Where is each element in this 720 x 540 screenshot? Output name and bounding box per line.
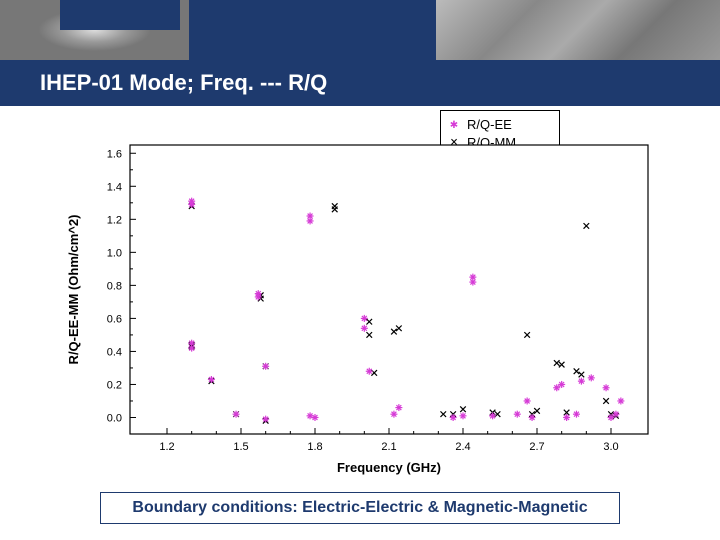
accent-block — [60, 0, 180, 30]
svg-text:1.6: 1.6 — [107, 148, 122, 160]
svg-text:3.0: 3.0 — [603, 441, 618, 453]
svg-text:Frequency (GHz): Frequency (GHz) — [337, 460, 441, 475]
svg-text:1.0: 1.0 — [107, 247, 122, 259]
chart-svg: 1.2 1.5 1.8 2.1 2.4 2.7 3.0 0.0 0.2 0.4 0.6 0.8 1.0 1… — [60, 120, 660, 480]
slide-title: IHEP-01 Mode; Freq. --- R/Q — [40, 70, 327, 96]
title-bar: IHEP-01 Mode; Freq. --- R/Q — [0, 60, 720, 106]
footer-note-box: Boundary conditions: Electric-Electric &… — [100, 492, 620, 524]
svg-text:R/Q-EE-MM (Ohm/cm^2): R/Q-EE-MM (Ohm/cm^2) — [66, 215, 81, 365]
chart: 1.2 1.5 1.8 2.1 2.4 2.7 3.0 0.0 0.2 0.4 0.6 0.8 1.0 1… — [60, 120, 660, 480]
svg-text:0.4: 0.4 — [107, 346, 122, 358]
svg-text:1.8: 1.8 — [307, 441, 322, 453]
banner-blue-block — [189, 0, 435, 60]
svg-text:1.2: 1.2 — [159, 441, 174, 453]
footer-note: Boundary conditions: Electric-Electric &… — [132, 499, 587, 516]
svg-text:0.0: 0.0 — [107, 412, 122, 424]
svg-text:0.2: 0.2 — [107, 379, 122, 391]
svg-text:2.7: 2.7 — [529, 441, 544, 453]
svg-text:1.4: 1.4 — [107, 181, 122, 193]
svg-text:2.1: 2.1 — [381, 441, 396, 453]
svg-text:2.4: 2.4 — [455, 441, 470, 453]
svg-text:1.2: 1.2 — [107, 214, 122, 226]
svg-text:1.5: 1.5 — [233, 441, 248, 453]
banner-image-right — [436, 0, 720, 60]
svg-text:0.6: 0.6 — [107, 313, 122, 325]
svg-text:0.8: 0.8 — [107, 280, 122, 292]
